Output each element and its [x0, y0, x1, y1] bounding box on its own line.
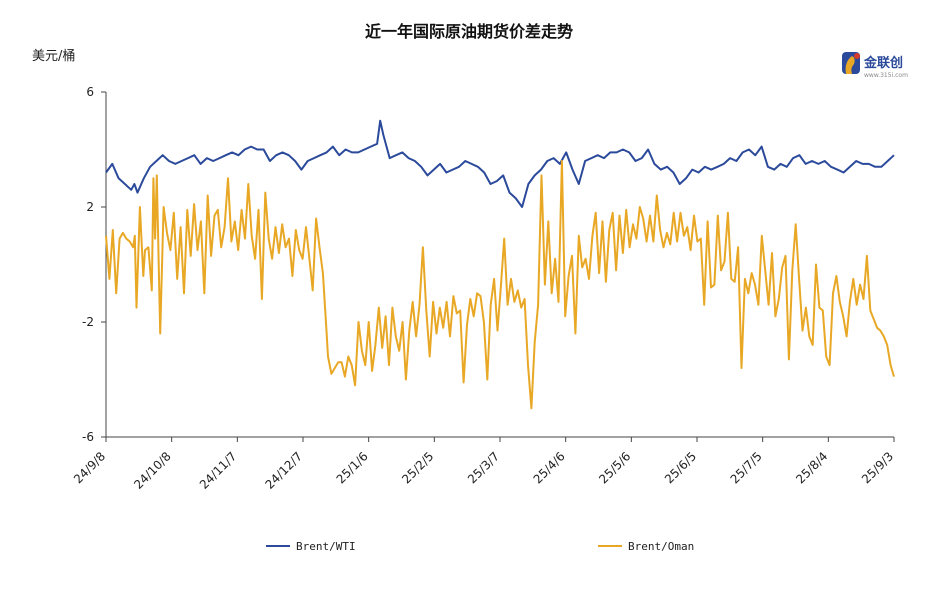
x-tick-label: 24/9/8	[71, 449, 108, 486]
x-tick-label: 25/4/6	[531, 449, 568, 486]
x-tick-label: 25/7/5	[728, 449, 765, 486]
y-tick-label: 6	[86, 85, 94, 99]
legend-label-wti: Brent/WTI	[296, 540, 356, 553]
x-tick-label: 25/9/3	[859, 449, 896, 486]
logo-text: 金联创	[863, 55, 903, 71]
brand-logo: 金联创 www.315i.com	[840, 48, 920, 80]
x-tick-label: 25/6/5	[662, 449, 699, 486]
x-tick-label: 25/1/6	[334, 449, 371, 486]
x-tick-label: 25/5/6	[596, 449, 633, 486]
logo-icon: 金联创 www.315i.com	[842, 52, 908, 79]
series-line-brent-oman	[105, 160, 895, 410]
series-layer	[105, 119, 895, 410]
x-tick-label: 24/10/8	[131, 449, 174, 492]
legend: Brent/WTI Brent/Oman	[266, 540, 694, 553]
logo-subtext: www.315i.com	[864, 72, 908, 79]
y-tick-label: 2	[86, 200, 94, 214]
x-tick-label: 25/3/7	[465, 449, 502, 486]
x-tick-label: 24/11/7	[197, 449, 240, 492]
legend-label-oman: Brent/Oman	[628, 540, 694, 553]
chart-title: 近一年国际原油期货价差走势	[364, 22, 573, 41]
axes: 6 2 -2 -6 24/9/8 24/10/8 24/11/7 24/12/7 25/1/6 2…	[71, 85, 896, 492]
x-tick-label: 25/8/4	[793, 449, 830, 486]
x-tick-label: 25/2/5	[399, 449, 436, 486]
series-line-brent-wti	[105, 119, 895, 208]
x-tick-label: 24/12/7	[263, 449, 306, 492]
y-axis-unit-label: 美元/桶	[32, 49, 76, 64]
y-tick-label: -2	[82, 315, 94, 329]
y-tick-label: -6	[82, 430, 94, 444]
